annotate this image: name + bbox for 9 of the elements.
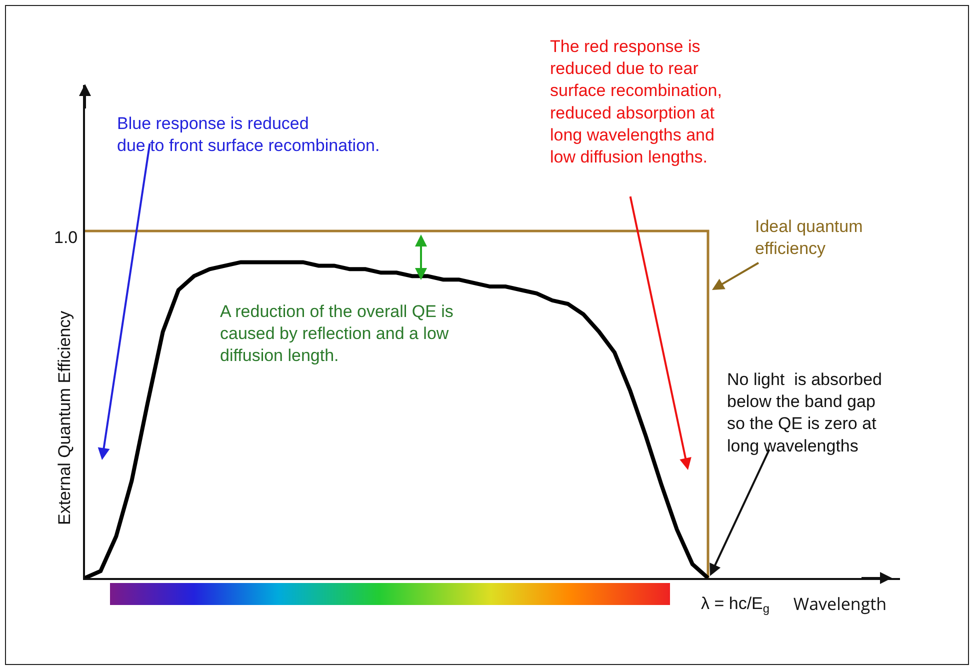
text: Blue response is reduced due to front surface recombination. — [117, 114, 380, 156]
annotation: A reduction of the overall QE is caused by reflection and a low diffusion length. — [220, 302, 454, 366]
text: The red response is reduced due to rear surface recombination, reduced absorption at long wavelengths and low diffusion lengths. — [550, 37, 722, 166]
y-axis-title: External Quantum Efficiency — [55, 310, 74, 525]
x-axis-title: Wavelength — [793, 592, 887, 615]
text: Ideal quantum efficiency — [755, 217, 863, 258]
annotation: 1.0 — [54, 228, 78, 247]
text: λ = hc/E$_{g}$ — [701, 594, 770, 616]
text: No light is absorbed below the band gap so the QE is zero at long wavelengths — [727, 370, 882, 456]
